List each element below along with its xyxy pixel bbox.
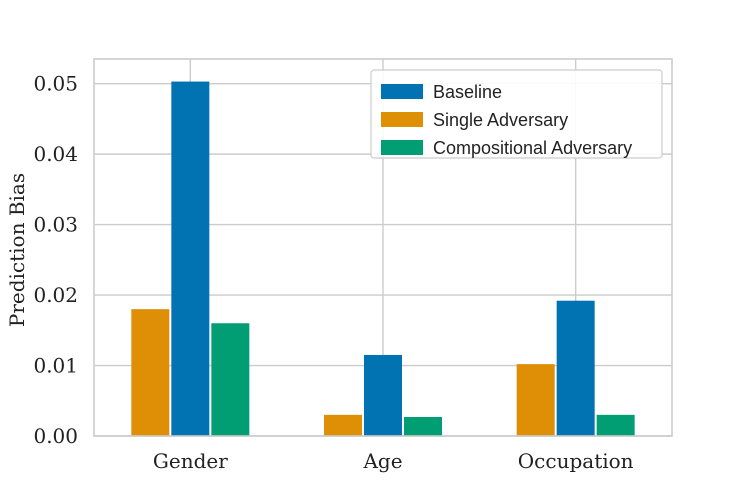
legend-label: Compositional Adversary — [433, 138, 632, 158]
legend-label: Baseline — [433, 82, 502, 102]
y-tick-label: 0.02 — [33, 283, 78, 307]
bar — [364, 354, 402, 436]
bar — [516, 364, 555, 436]
bar — [596, 414, 635, 436]
y-axis-label: Prediction Bias — [5, 173, 29, 327]
bar — [556, 300, 595, 436]
bar — [404, 416, 442, 436]
y-tick-label: 0.01 — [33, 354, 78, 378]
y-tick-label: 0.05 — [33, 72, 78, 96]
bar — [324, 414, 362, 436]
axes-layer: 0.00 0.01 0.02 0.03 0.04 0.05 Gender Age Occupat… — [33, 58, 673, 473]
plot-frame — [93, 58, 673, 437]
y-tick-label: 0.04 — [33, 142, 78, 166]
legend-swatch — [381, 140, 423, 155]
legend-swatch — [381, 112, 423, 127]
legend-label: Single Adversary — [433, 110, 568, 130]
bars-layer — [131, 81, 635, 436]
x-tick-label: Gender — [153, 449, 228, 473]
bar — [131, 309, 170, 436]
legend-swatch — [381, 84, 423, 99]
y-tick-label: 0.03 — [33, 213, 78, 237]
x-tick-label: Occupation — [518, 449, 634, 473]
x-tick-label: Age — [362, 449, 402, 473]
legend-box — [370, 69, 663, 159]
bar — [211, 323, 250, 436]
bar — [171, 81, 210, 436]
legend: Baseline Single Adversary Compositional Ad… — [370, 69, 663, 159]
y-tick-label: 0.00 — [33, 424, 78, 448]
